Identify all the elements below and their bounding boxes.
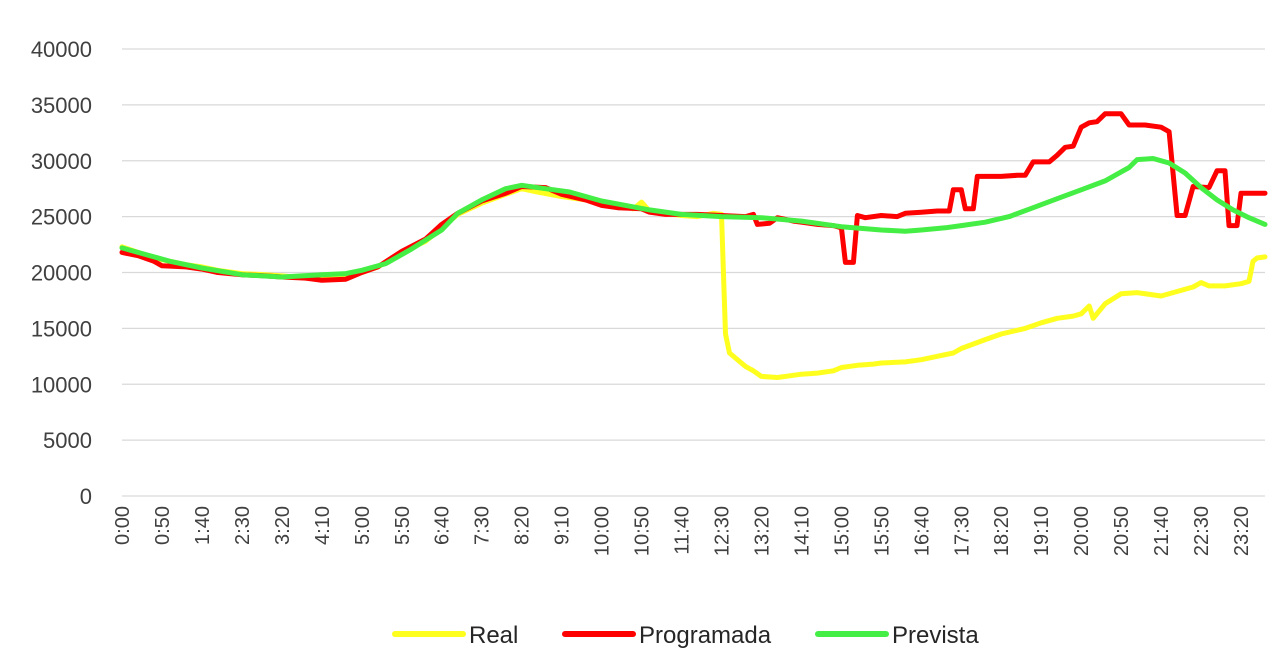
x-tick-label: 4:10	[312, 506, 334, 545]
series-lines	[119, 111, 1268, 380]
series-line-prevista	[119, 156, 1268, 280]
x-tick-label: 11:40	[672, 506, 694, 555]
x-tick-label: 15:00	[831, 506, 853, 556]
x-tick-label: 19:10	[1031, 506, 1053, 556]
legend-label-prevista: Prevista	[892, 622, 979, 649]
x-tick-label: 2:30	[232, 506, 254, 545]
x-tick-label: 13:20	[751, 506, 773, 556]
y-tick-label: 25000	[31, 205, 92, 230]
y-tick-label: 20000	[31, 261, 92, 286]
x-tick-label: 17:30	[951, 506, 973, 556]
y-tick-label: 35000	[31, 93, 92, 118]
y-tick-label: 0	[80, 484, 92, 509]
x-tick-label: 14:10	[791, 506, 813, 556]
legend: Real Programada Prevista	[392, 622, 979, 649]
x-tick-label: 15:50	[871, 506, 893, 556]
x-tick-label: 0:00	[112, 506, 134, 545]
series-line-programada	[119, 111, 1268, 283]
x-tick-label: 16:40	[911, 506, 933, 556]
x-tick-label: 18:20	[991, 506, 1013, 556]
y-tick-label: 10000	[31, 372, 92, 397]
x-tick-label: 8:20	[512, 506, 534, 545]
y-axis: 0 5000 10000 15000 20000 25000 30000 35000 40000	[31, 37, 92, 509]
y-tick-label: 15000	[31, 316, 92, 341]
x-tick-label: 7:30	[472, 506, 494, 545]
x-tick-label: 3:20	[272, 506, 294, 545]
legend-label-programada: Programada	[639, 622, 772, 649]
x-tick-label: 1:40	[192, 506, 214, 545]
x-tick-label: 20:50	[1111, 506, 1133, 556]
x-axis: 0:00 0:50 1:40 2:30 3:20 4:10 5:00 5:50 6:40 7:30…	[112, 506, 1253, 556]
x-tick-label: 6:40	[432, 506, 454, 545]
y-tick-label: 5000	[43, 428, 92, 453]
x-tick-label: 22:30	[1191, 506, 1213, 556]
y-tick-label: 30000	[31, 149, 92, 174]
x-tick-label: 5:00	[352, 506, 374, 545]
x-tick-label: 12:30	[711, 506, 733, 556]
x-tick-label: 5:50	[392, 506, 414, 545]
y-tick-label: 40000	[31, 37, 92, 62]
x-tick-label: 0:50	[152, 506, 174, 545]
gridlines	[122, 48, 1265, 497]
x-tick-label: 21:40	[1151, 506, 1173, 556]
legend-label-real: Real	[469, 622, 518, 649]
x-tick-label: 10:50	[632, 506, 654, 556]
x-tick-label: 20:00	[1071, 506, 1093, 556]
x-tick-label: 23:20	[1231, 506, 1253, 556]
x-tick-label: 9:10	[552, 506, 574, 545]
x-tick-label: 10:00	[592, 506, 614, 556]
